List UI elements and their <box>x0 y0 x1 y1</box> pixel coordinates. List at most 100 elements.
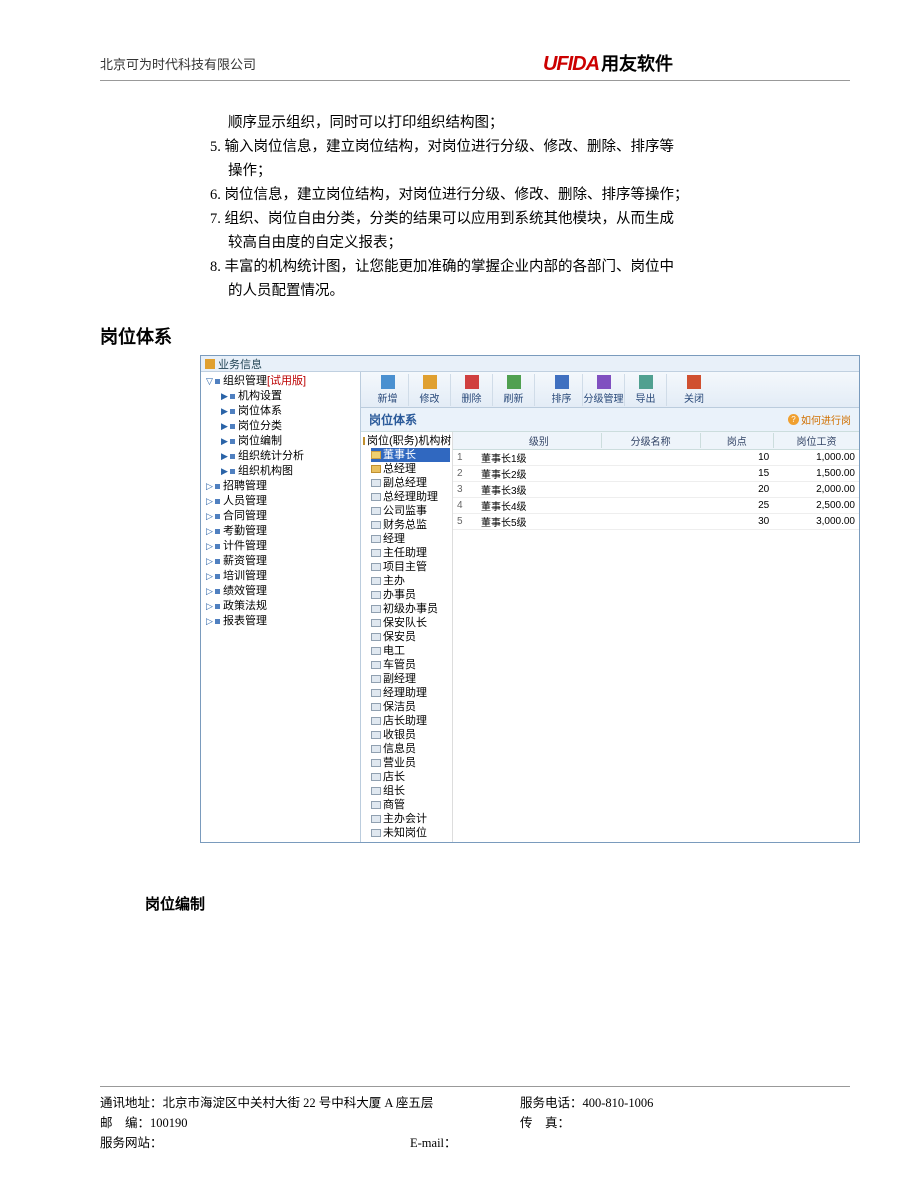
nav-item[interactable]: ▶岗位编制 <box>218 434 360 449</box>
arrow-icon: ▷ <box>205 509 214 524</box>
toolbar-label: 刷新 <box>504 390 524 405</box>
tree-item[interactable]: 收银员 <box>371 728 450 742</box>
nav-label: 培训管理 <box>223 569 267 584</box>
row-wage: 2,000.00 <box>773 484 859 495</box>
nav-item[interactable]: ▶组织统计分析 <box>218 449 360 464</box>
tree-item[interactable]: 初级办事员 <box>371 602 450 616</box>
toolbar-level-button[interactable]: 分级管理 <box>583 374 625 406</box>
tree-item[interactable]: 未知岗位 <box>371 826 450 840</box>
tree-item[interactable]: 董事长 <box>371 448 450 462</box>
nav-item[interactable]: ▶机构设置 <box>218 389 360 404</box>
tree-item[interactable]: 公司监事 <box>371 504 450 518</box>
row-name: 董事长4级 <box>477 498 602 513</box>
toolbar-label: 修改 <box>420 390 440 405</box>
row-wage: 1,500.00 <box>773 468 859 479</box>
tree-item[interactable]: 组长 <box>371 784 450 798</box>
table-row[interactable]: 1董事长1级101,000.00 <box>453 450 859 466</box>
arrow-icon: ▶ <box>220 464 229 479</box>
tree-item[interactable]: 电工 <box>371 644 450 658</box>
logo-cn: 用友软件 <box>601 50 673 76</box>
table-row[interactable]: 5董事长5级303,000.00 <box>453 514 859 530</box>
nav-item[interactable]: ▷报表管理 <box>203 614 360 629</box>
arrow-icon: ▷ <box>205 584 214 599</box>
toolbar-sort-button[interactable]: 排序 <box>541 374 583 406</box>
toolbar-label: 新增 <box>378 390 398 405</box>
tree-item[interactable]: 总经理助理 <box>371 490 450 504</box>
row-name: 董事长3级 <box>477 482 602 497</box>
file-icon <box>371 647 381 655</box>
toolbar-close-button[interactable]: 关闭 <box>673 374 715 406</box>
tree-item[interactable]: 项目主管 <box>371 560 450 574</box>
folder-icon <box>371 465 381 473</box>
nav-item[interactable]: ▷培训管理 <box>203 569 360 584</box>
nav-item[interactable]: ▷考勤管理 <box>203 524 360 539</box>
tree-item[interactable]: 店长 <box>371 770 450 784</box>
toolbar-edit-button[interactable]: 修改 <box>409 374 451 406</box>
list-item-cont: 较高自由度的自定义报表； <box>210 231 850 255</box>
table-row[interactable]: 2董事长2级151,500.00 <box>453 466 859 482</box>
toolbar-label: 删除 <box>462 390 482 405</box>
nav-item[interactable]: ▷绩效管理 <box>203 584 360 599</box>
file-icon <box>371 591 381 599</box>
folder-icon <box>363 437 365 445</box>
nav-item[interactable]: ▶岗位分类 <box>218 419 360 434</box>
tree-item[interactable]: 店长助理 <box>371 714 450 728</box>
tree-item[interactable]: 副经理 <box>371 672 450 686</box>
data-grid: 级别 分级名称 岗点 岗位工资 1董事长1级101,000.002董事长2级15… <box>453 432 859 842</box>
tree-item[interactable]: 主办会计 <box>371 812 450 826</box>
tree-item[interactable]: 主任助理 <box>371 546 450 560</box>
nav-item[interactable]: ▷人员管理 <box>203 494 360 509</box>
toolbar-new-button[interactable]: 新增 <box>367 374 409 406</box>
toolbar-refresh-button[interactable]: 刷新 <box>493 374 535 406</box>
nav-icon <box>215 379 220 384</box>
nav-item[interactable]: ▶组织机构图 <box>218 464 360 479</box>
nav-item[interactable]: ▽组织管理 [试用版] <box>203 374 360 389</box>
nav-icon <box>215 619 220 624</box>
tree-item[interactable]: 总经理 <box>371 462 450 476</box>
file-icon <box>371 801 381 809</box>
tree-label: 车管员 <box>383 658 416 672</box>
nav-icon <box>230 454 235 459</box>
toolbar-export-button[interactable]: 导出 <box>625 374 667 406</box>
file-icon <box>371 577 381 585</box>
toolbar-icon <box>465 375 479 389</box>
tree-item[interactable]: 财务总监 <box>371 518 450 532</box>
tree-item[interactable]: 保洁员 <box>371 700 450 714</box>
nav-icon <box>215 589 220 594</box>
table-row[interactable]: 4董事长4级252,500.00 <box>453 498 859 514</box>
arrow-icon: ▷ <box>205 599 214 614</box>
email-label: E-mail： <box>410 1136 457 1150</box>
tree-item[interactable]: 岗位(职务)机构树 <box>363 434 450 448</box>
tree-item[interactable]: 保安员 <box>371 630 450 644</box>
nav-item[interactable]: ▶岗位体系 <box>218 404 360 419</box>
toolbar-delete-button[interactable]: 删除 <box>451 374 493 406</box>
row-pts: 30 <box>700 516 773 527</box>
tree-label: 初级办事员 <box>383 602 438 616</box>
toolbar-icon <box>687 375 701 389</box>
tree-item[interactable]: 主办 <box>371 574 450 588</box>
nav-item[interactable]: ▷合同管理 <box>203 509 360 524</box>
row-name: 董事长1级 <box>477 450 602 465</box>
nav-item[interactable]: ▷薪资管理 <box>203 554 360 569</box>
table-row[interactable]: 3董事长3级202,000.00 <box>453 482 859 498</box>
nav-item[interactable]: ▷招聘管理 <box>203 479 360 494</box>
arrow-icon: ▽ <box>205 374 214 389</box>
arrow-icon: ▷ <box>205 524 214 539</box>
tree-item[interactable]: 商管 <box>371 798 450 812</box>
nav-label: 岗位分类 <box>238 419 282 434</box>
help-link[interactable]: ? 如何进行岗 <box>788 412 851 427</box>
list-item: 8. 丰富的机构统计图，让您能更加准确的掌握企业内部的各部门、岗位中 <box>210 255 850 279</box>
nav-item[interactable]: ▷计件管理 <box>203 539 360 554</box>
nav-icon <box>215 604 220 609</box>
file-icon <box>371 745 381 753</box>
tree-item[interactable]: 车管员 <box>371 658 450 672</box>
nav-item[interactable]: ▷政策法规 <box>203 599 360 614</box>
tree-item[interactable]: 副总经理 <box>371 476 450 490</box>
tree-item[interactable]: 营业员 <box>371 756 450 770</box>
toolbar-label: 排序 <box>552 390 572 405</box>
tree-item[interactable]: 经理助理 <box>371 686 450 700</box>
tree-item[interactable]: 信息员 <box>371 742 450 756</box>
tree-item[interactable]: 办事员 <box>371 588 450 602</box>
tree-item[interactable]: 保安队长 <box>371 616 450 630</box>
tree-item[interactable]: 经理 <box>371 532 450 546</box>
